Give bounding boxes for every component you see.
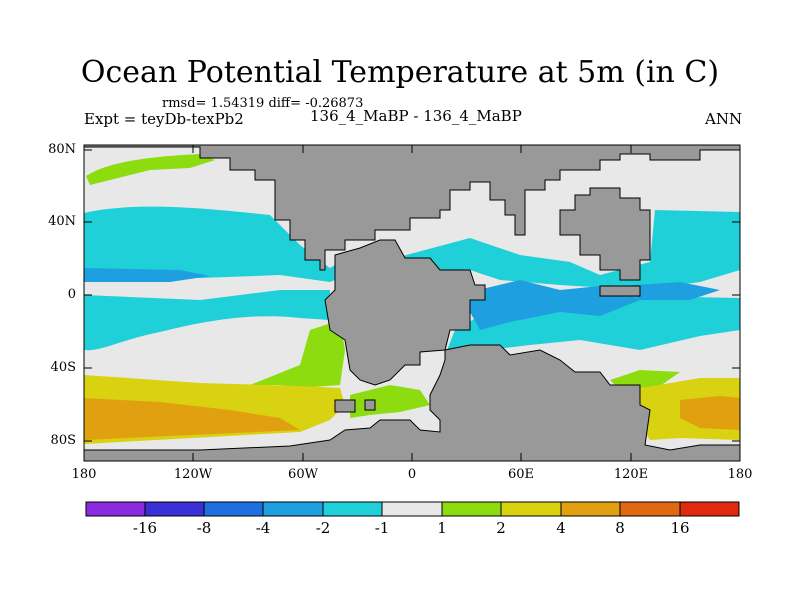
colorbar-label: -2 [315, 519, 331, 537]
colorbar-label: -4 [255, 519, 271, 537]
ocean-cyan-north [84, 206, 740, 290]
land-island-1 [334, 399, 356, 413]
colorbar-label: 1 [437, 519, 447, 537]
colorbar-box-9 [560, 501, 621, 517]
lon-label-60e: 60E [507, 467, 535, 482]
ocean-blue-patch-west [84, 268, 210, 282]
lon-label-60w: 60W [288, 467, 318, 482]
colorbar-label: 4 [556, 519, 566, 537]
colorbar-label: 2 [496, 519, 506, 537]
lon-label-180-east: 180 [727, 467, 753, 482]
land-island-3 [599, 285, 641, 297]
lat-label-80n: 80N [48, 142, 76, 157]
colorbar-box-2 [144, 501, 205, 517]
land-east-continent [559, 187, 651, 281]
lon-label-0: 0 [407, 467, 417, 482]
colorbar-box-3 [203, 501, 264, 517]
colorbar-label: -16 [132, 519, 158, 537]
lat-label-80s: 80S [50, 433, 76, 448]
ocean-green-south-atlantic [250, 320, 345, 388]
ocean-cyan-south [84, 290, 330, 351]
colorbar-box-4 [262, 501, 324, 517]
comparison-label: 136_4_MaBP - 136_4_MaBP [310, 107, 522, 125]
colorbar-box-7 [441, 501, 502, 517]
ocean-blue-patch-east [620, 282, 720, 300]
map-title: Ocean Potential Temperature at 5m (in C) [80, 55, 720, 90]
lon-label-120w: 120W [173, 467, 213, 482]
lon-label-120e: 120E [613, 467, 649, 482]
colorbar-box-10 [619, 501, 681, 517]
colorbar-box-5 [322, 501, 383, 517]
colorbar-box-6 [381, 501, 443, 517]
colorbar-label: -1 [374, 519, 390, 537]
colorbar-label: 8 [615, 519, 625, 537]
colorbar-box-11 [679, 501, 740, 517]
land-island-2 [364, 399, 376, 411]
land-northwest [83, 144, 741, 271]
stats-label: rmsd= 1.54319 diff= -0.26873 [162, 96, 364, 111]
ocean-orange-southeast [680, 396, 740, 430]
lon-label-180-west: 180 [71, 467, 97, 482]
colorbar-label: 16 [670, 519, 690, 537]
tick-marks [84, 145, 740, 461]
period-label: ANN [705, 110, 743, 128]
land-central-continent [324, 239, 486, 386]
colorbar-box-8 [500, 501, 562, 517]
lat-label-40n: 40N [48, 214, 76, 229]
lat-label-40s: 40S [50, 360, 76, 375]
experiment-label: Expt = teyDb-texPb2 [84, 110, 244, 128]
lat-label-0: 0 [67, 287, 76, 302]
ocean-blue-core [470, 280, 640, 330]
colorbar-box-1 [85, 501, 146, 517]
colorbar-label: -8 [196, 519, 212, 537]
ocean-orange-southwest [84, 398, 300, 440]
ocean-green-north [86, 154, 215, 185]
